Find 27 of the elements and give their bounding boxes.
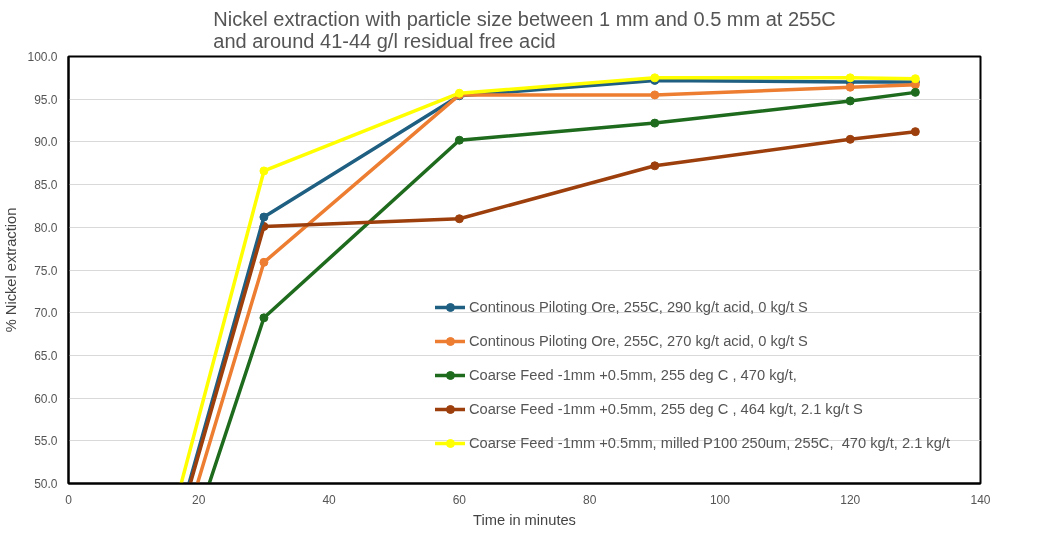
- y-tick-label: 85.0: [34, 178, 58, 193]
- x-tick-label: 80: [582, 492, 597, 507]
- legend-label: Coarse Feed -1mm +0.5mm, 255 deg C , 470 kg/t,: [468, 367, 797, 383]
- x-tick-label: 20: [192, 492, 206, 507]
- y-tick-label: 65.0: [34, 348, 58, 363]
- y-axis-title: % Nickel extraction: [3, 207, 20, 333]
- x-tick-label: 120: [840, 492, 861, 507]
- y-tick-label: 100.0: [27, 50, 58, 64]
- y-tick-label: 55.0: [34, 434, 58, 449]
- y-tick-label: 75.0: [34, 263, 58, 278]
- y-tick-label: 70.0: [34, 306, 58, 321]
- chart-title: Nickel extraction with particle size between 1 mm and 0.5 mm at 255C and around 41-44 g/l residual free acid: [213, 7, 836, 52]
- legend-label: Coarse Feed -1mm +0.5mm, milled P100 250um, 255C, 470 kg/t, 2.1 kg/t: [468, 435, 950, 451]
- y-tick-label: 95.0: [34, 92, 58, 107]
- y-tick-label: 50.0: [34, 477, 58, 491]
- y-tick-label: 80.0: [34, 220, 58, 235]
- x-tick-label: 60: [452, 492, 467, 507]
- x-tick-label: 0: [65, 492, 73, 507]
- x-tick-label: 100: [709, 492, 731, 507]
- legend-label: Coarse Feed -1mm +0.5mm, 255 deg C , 464 kg/t, 2.1 kg/t S: [468, 401, 863, 417]
- legend-label: Continous Piloting Ore, 255C, 270 kg/t acid, 0 kg/t S: [468, 333, 808, 349]
- legend-label: Continous Piloting Ore, 255C, 290 kg/t acid, 0 kg/t S: [468, 299, 808, 315]
- x-tick-label: 40: [322, 492, 337, 507]
- y-tick-label: 90.0: [34, 135, 58, 150]
- y-tick-label: 60.0: [34, 391, 58, 406]
- x-tick-label: 140: [970, 492, 991, 507]
- x-axis-title: Time in minutes: [473, 511, 576, 528]
